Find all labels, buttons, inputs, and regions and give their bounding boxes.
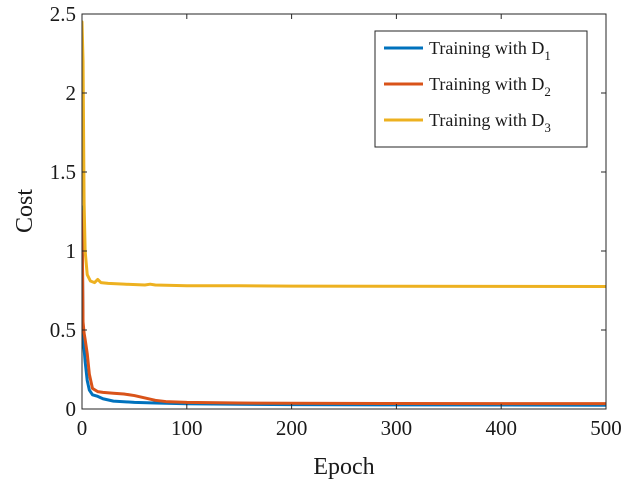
x-tick-label: 400 — [485, 416, 517, 440]
y-axis-title: Cost — [12, 189, 38, 233]
y-tick-label: 1.5 — [50, 160, 76, 184]
series-line-2 — [82, 210, 606, 406]
x-tick-label: 500 — [590, 416, 622, 440]
series-line-3 — [82, 20, 606, 289]
y-tick-label: 2 — [66, 81, 77, 105]
x-tick-label: 200 — [276, 416, 308, 440]
x-axis-title: Epoch — [313, 454, 374, 480]
x-tick-label: 100 — [171, 416, 203, 440]
x-tick-label: 300 — [381, 416, 413, 440]
y-tick-label: 0.5 — [50, 318, 76, 342]
legend-label-2: Training with D2 — [429, 74, 551, 99]
legend-label-1: Training with D1 — [429, 38, 551, 63]
x-tick-label: 0 — [77, 416, 88, 440]
legend-box — [374, 30, 588, 148]
legend-label-3: Training with D3 — [429, 110, 551, 135]
y-tick-label: 1 — [66, 239, 77, 263]
axes-box — [81, 13, 607, 410]
series-layer — [82, 20, 606, 407]
legend: Training with D1 Training with D2 Training… — [374, 30, 588, 148]
y-tick-label: 2.5 — [50, 2, 76, 26]
y-tick-label: 0 — [66, 397, 77, 421]
tick-layer: 0 100 200 300 400 500 0 0.5 1 1.5 2 2.5 — [50, 2, 622, 440]
